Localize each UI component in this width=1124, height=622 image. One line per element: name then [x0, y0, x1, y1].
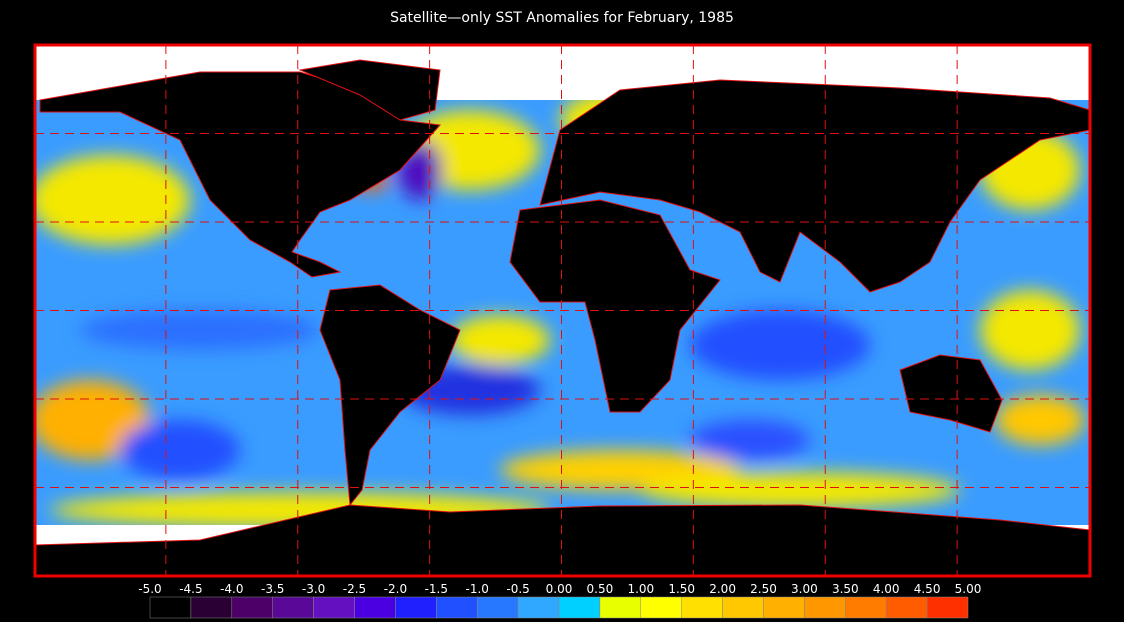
legend-swatch [722, 596, 764, 619]
legend-swatch [272, 596, 314, 619]
legend-swatch [190, 596, 233, 619]
legend-label: -2.0 [384, 582, 407, 596]
legend-label: -1.5 [425, 582, 448, 596]
graticule [35, 45, 1090, 576]
legend-label: 4.50 [914, 582, 941, 596]
legend-label: 5.00 [955, 582, 982, 596]
legend-label: 0.50 [587, 582, 614, 596]
legend-label: 1.00 [627, 582, 654, 596]
legend-swatch [395, 596, 437, 619]
color-legend: -5.0 -4.5 -4.0 -3.5 -3.0 -2.5 -2.0 -1.5 -1.0 -0.5… [138, 582, 982, 619]
map-title: Satellite—only SST Anomalies for Februar… [390, 10, 734, 26]
map [35, 45, 1090, 576]
legend-label: -4.5 [179, 582, 202, 596]
legend-swatch [804, 596, 846, 619]
legend-swatch [599, 596, 642, 619]
legend-label: 1.50 [668, 582, 695, 596]
legend-label: 2.50 [750, 582, 777, 596]
legend-label: 2.00 [709, 582, 736, 596]
legend-label: -5.0 [138, 582, 161, 596]
legend-swatch [763, 596, 805, 619]
legend-label: -1.0 [465, 582, 488, 596]
legend-swatch [926, 596, 969, 619]
legend-swatch [681, 596, 723, 619]
legend-label: -4.0 [220, 582, 243, 596]
legend-label: -2.5 [343, 582, 366, 596]
legend-label: -0.5 [506, 582, 529, 596]
legend-swatch [149, 596, 192, 619]
legend-label: -3.0 [302, 582, 325, 596]
legend-swatch [885, 596, 928, 619]
legend-swatch [231, 596, 273, 619]
map-frame [33, 43, 1092, 578]
legend-swatch [517, 596, 560, 619]
continents [35, 59, 1090, 576]
legend-swatch [558, 596, 601, 619]
legend-label: 4.00 [873, 582, 900, 596]
legend-swatch [436, 596, 478, 619]
legend-label: 3.50 [832, 582, 859, 596]
legend-swatch [476, 596, 519, 619]
legend-label: -3.5 [261, 582, 284, 596]
legend-swatch [313, 596, 355, 619]
legend-swatch [640, 596, 682, 619]
legend-label: 0.00 [546, 582, 573, 596]
legend-swatch [845, 596, 887, 619]
legend-swatch [354, 596, 396, 619]
legend-label: 3.00 [791, 582, 818, 596]
